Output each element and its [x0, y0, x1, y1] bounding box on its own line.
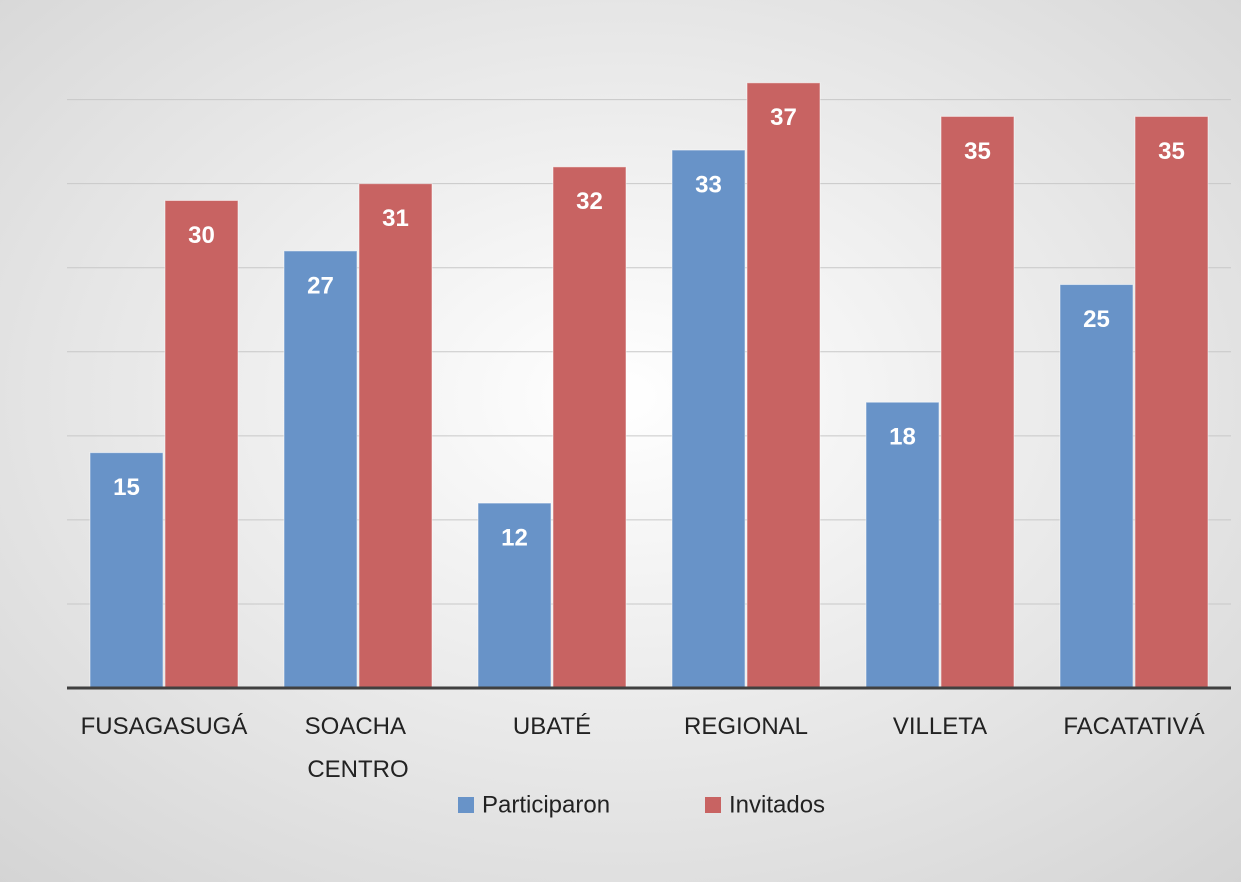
data-label: 37 [770, 104, 797, 131]
bar [89, 452, 164, 689]
data-label: 15 [113, 474, 140, 501]
data-label: 27 [307, 272, 334, 299]
bar [671, 149, 746, 689]
x-tick-label: VILLETA [893, 713, 987, 740]
data-label: 35 [964, 138, 991, 165]
bar [865, 401, 940, 689]
bar [1059, 284, 1134, 689]
bar [164, 199, 239, 689]
legend-swatch [705, 797, 721, 813]
legend-label: Invitados [729, 791, 825, 818]
data-label: 35 [1158, 138, 1185, 165]
x-tick-label: FACATATIVÁ [1063, 713, 1204, 740]
x-tick-label: UBATÉ [513, 713, 591, 740]
bar [358, 183, 433, 689]
bar [477, 502, 552, 689]
bar [940, 115, 1015, 689]
bar [552, 166, 627, 689]
data-label: 33 [695, 171, 722, 198]
x-tick-label: REGIONAL [684, 713, 808, 740]
data-label: 12 [501, 524, 528, 551]
x-tick-label: SOACHA CENTRO [305, 713, 412, 783]
data-label: 30 [188, 222, 215, 249]
data-label: 18 [889, 424, 916, 451]
data-label: 31 [382, 205, 409, 232]
x-tick-label: FUSAGASUGÁ [81, 713, 248, 740]
bar [283, 250, 358, 689]
legend-swatch [458, 797, 474, 813]
data-label: 25 [1083, 306, 1110, 333]
bar [746, 82, 821, 689]
bar [1134, 115, 1209, 689]
data-label: 32 [576, 188, 603, 215]
legend-label: Participaron [482, 791, 610, 818]
